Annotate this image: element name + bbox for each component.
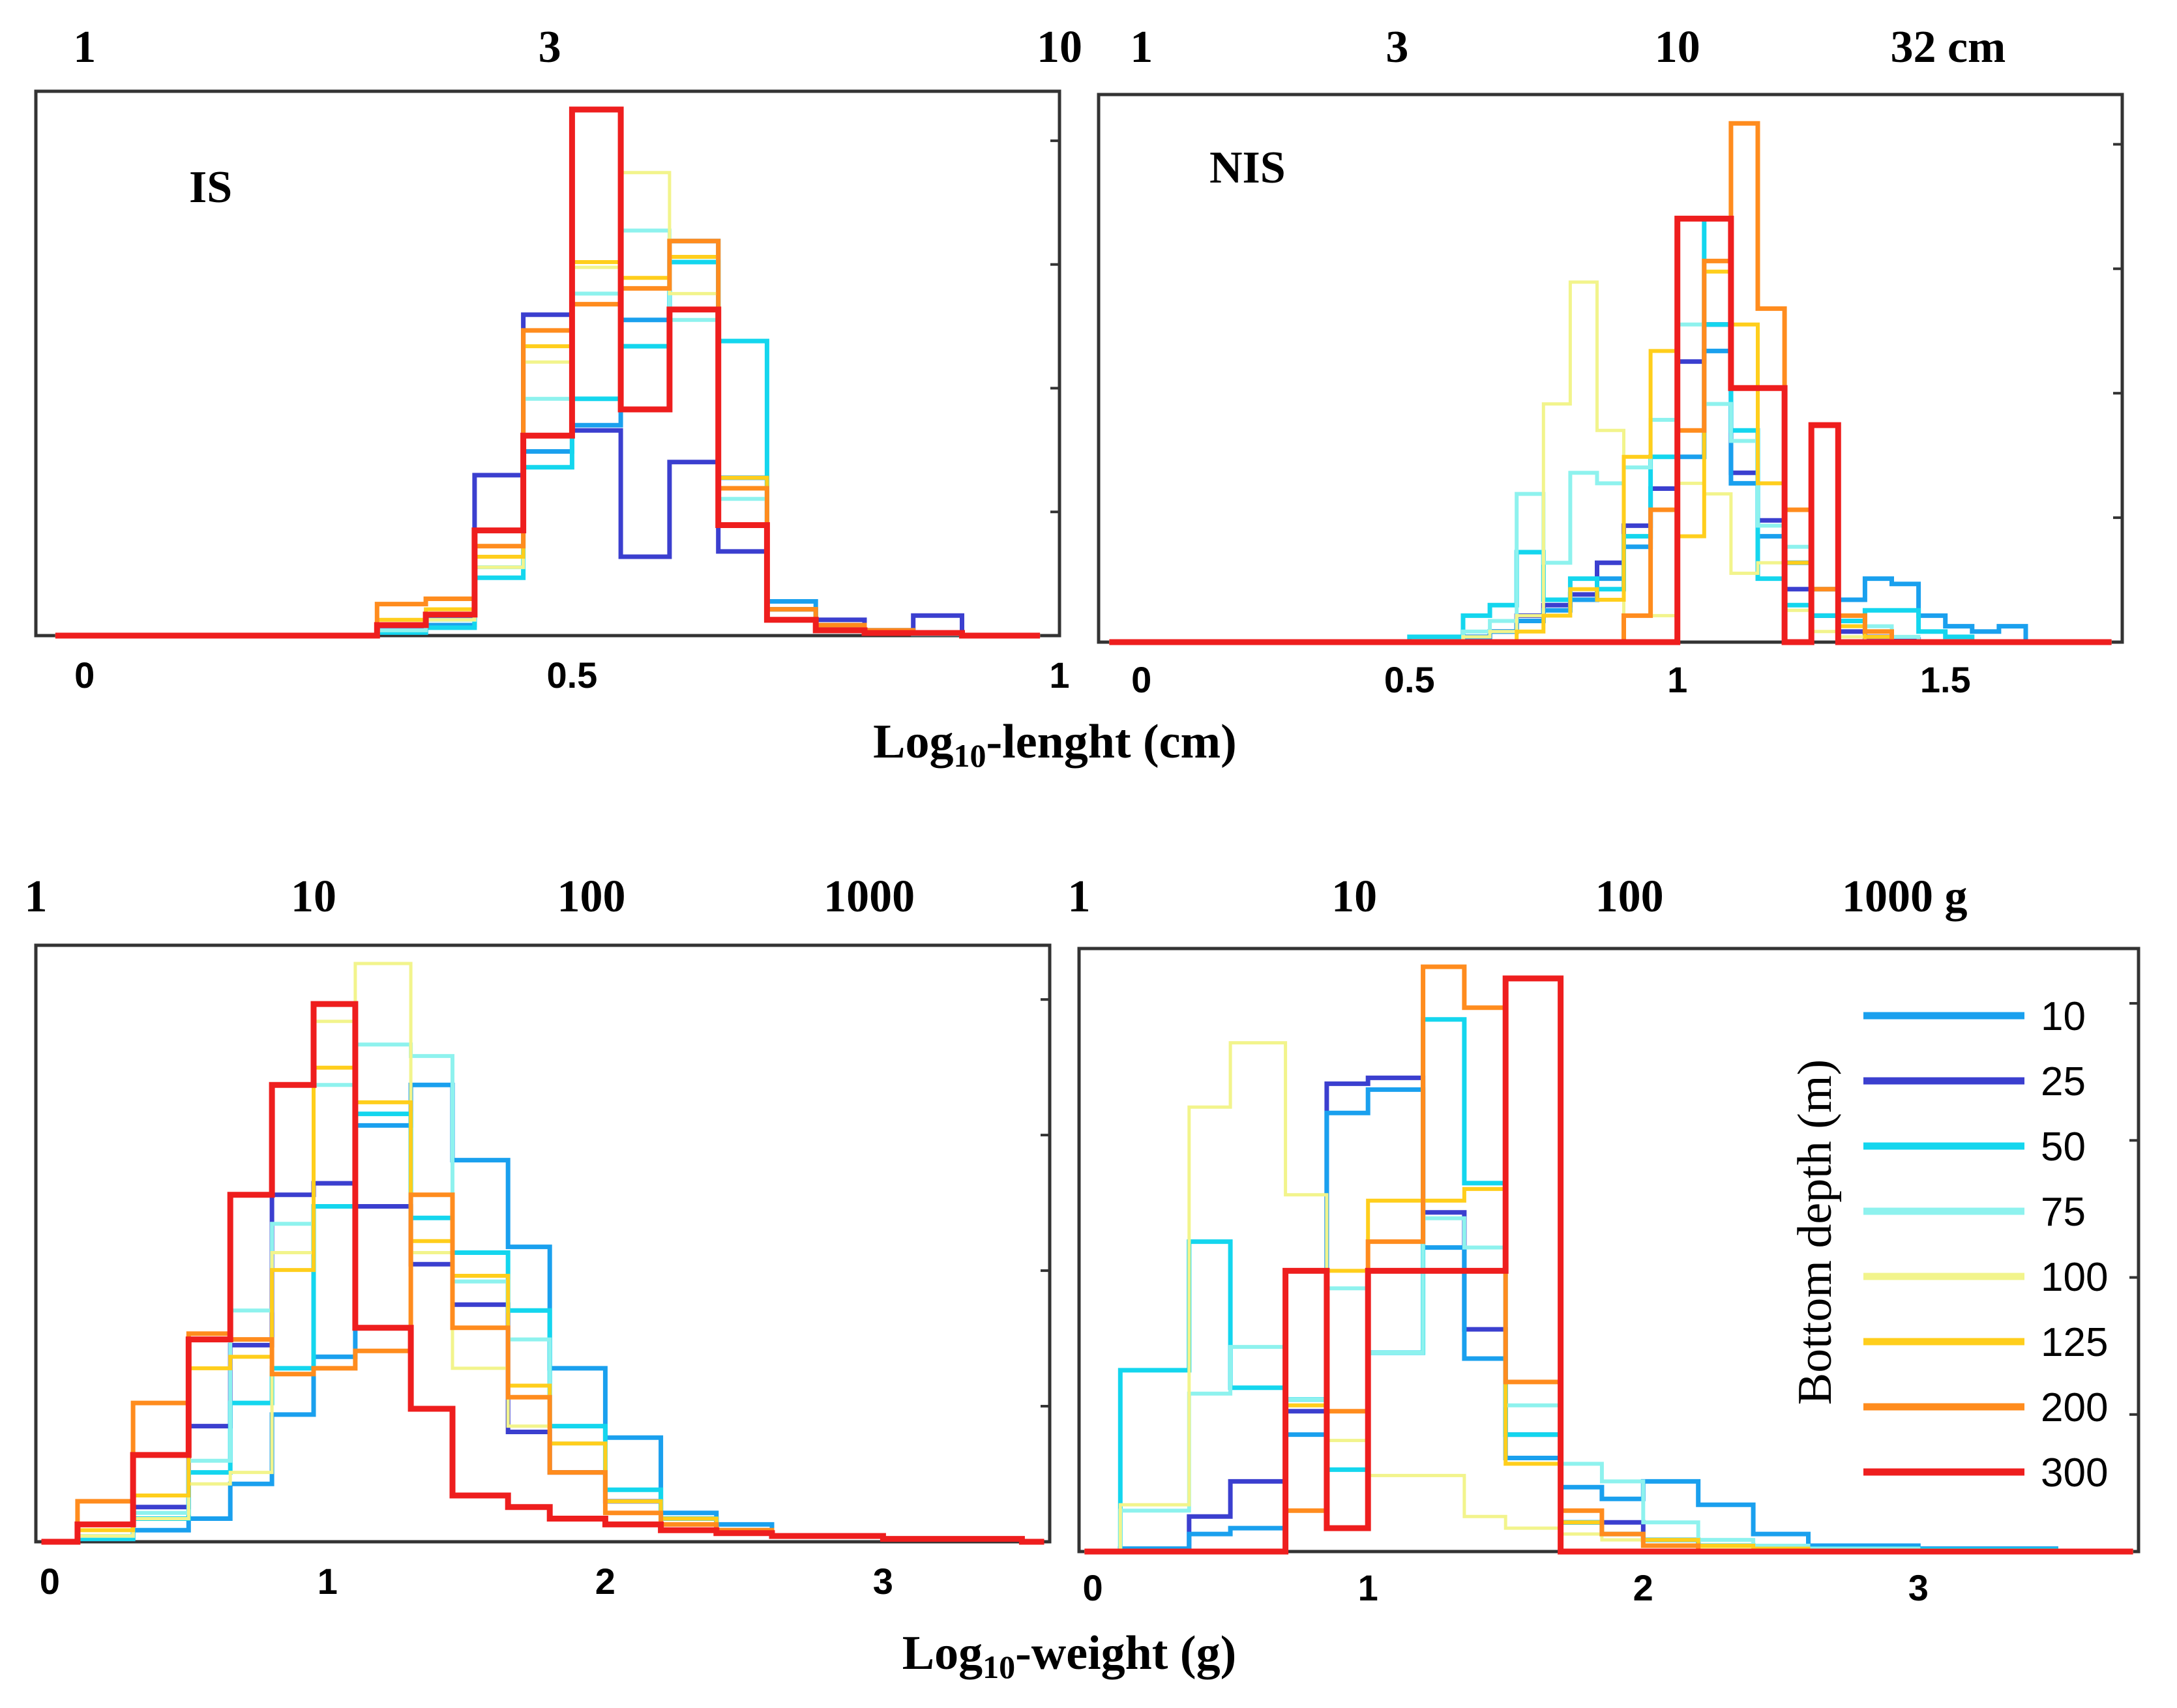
legend-label: 200 <box>2041 1385 2108 1430</box>
bottom-tick-label: 3 <box>873 1561 893 1602</box>
series-line-10 <box>1109 348 2112 645</box>
series-line-25 <box>41 1181 1044 1544</box>
legend-title: Bottom depth (m) <box>1788 1059 1842 1405</box>
bottom-tick-label: 2 <box>1633 1567 1653 1608</box>
top-tick-label: 1 <box>1130 22 1153 72</box>
bottom-tick-label: 0.5 <box>1384 659 1435 700</box>
bottom-tick-label: 2 <box>595 1561 615 1602</box>
top-tick-label: 3 <box>1385 22 1408 72</box>
panel-nis_length: 0 0.5 1 1.5 1 3 10 32 cm NIS <box>1097 22 2124 700</box>
bottom-tick-label: 0.5 <box>546 655 597 696</box>
top-tick-label: 3 <box>539 22 561 72</box>
series-line-200 <box>1084 964 2133 1554</box>
panel-is_weight: 0 1 2 3 1 10 100 1000 <box>25 872 1052 1602</box>
top-tick-label: 10 <box>1331 872 1377 922</box>
series-line-300 <box>41 1001 1044 1545</box>
top-tick-label: 100 <box>557 872 626 922</box>
series-line-50 <box>55 259 1041 638</box>
bottom-tick-label: 1 <box>1358 1567 1378 1608</box>
legend-label: 125 <box>2041 1320 2108 1365</box>
legend-entry-300: 300 <box>1863 1450 2108 1495</box>
axes-frame <box>34 943 1052 1544</box>
series-line-75 <box>41 1042 1044 1544</box>
series-line-50 <box>41 1112 1044 1544</box>
legend-entry-100: 100 <box>1863 1255 2108 1300</box>
legend: Bottom depth (m) 10 25 50 75 100 125 200 300 <box>1788 994 2108 1495</box>
bottom-tick-label: 0 <box>1131 659 1151 700</box>
series-line-100 <box>55 171 1041 638</box>
top-tick-label: 1 <box>73 22 96 72</box>
legend-label: 50 <box>2041 1125 2086 1170</box>
panel-label: IS <box>189 162 232 213</box>
legend-entry-10: 10 <box>1863 994 2086 1039</box>
bottom-tick-label: 1.5 <box>1920 659 1971 700</box>
axes-frame <box>1077 947 2140 1553</box>
top-tick-label: 100 <box>1595 872 1664 922</box>
bottom-tick-label: 1 <box>1049 655 1069 696</box>
top-tick-label: 10 <box>1037 22 1082 72</box>
legend-label: 100 <box>2041 1255 2108 1300</box>
legend-label: 75 <box>2041 1190 2086 1235</box>
panel-nis_weight: 0 1 2 3 1 10 100 1000 g <box>1068 872 2140 1608</box>
series-line-75 <box>1084 1216 2133 1553</box>
legend-entry-75: 75 <box>1863 1190 2086 1235</box>
bottom-tick-label: 3 <box>1908 1567 1929 1608</box>
legend-entry-125: 125 <box>1863 1320 2108 1365</box>
legend-entry-50: 50 <box>1863 1125 2086 1170</box>
x-axis-title-weight: Log10-weight (g) <box>902 1627 1236 1685</box>
legend-entry-200: 200 <box>1863 1385 2108 1430</box>
legend-entry-25: 25 <box>1863 1059 2086 1104</box>
bottom-tick-label: 0 <box>1083 1567 1103 1608</box>
top-tick-label: 32 cm <box>1890 22 2006 72</box>
bottom-tick-label: 0 <box>40 1561 60 1602</box>
top-tick-label: 1000 g <box>1842 872 1968 922</box>
legend-label: 300 <box>2041 1450 2108 1495</box>
legend-label: 25 <box>2041 1059 2086 1104</box>
panel-is_length: 0 0.5 1 1 3 10 IS <box>34 22 1082 696</box>
bottom-tick-label: 0 <box>74 655 95 696</box>
bottom-tick-label: 1 <box>1667 659 1687 700</box>
top-tick-label: 1 <box>1068 872 1091 922</box>
top-tick-label: 10 <box>291 872 336 922</box>
axes-frame <box>34 89 1061 638</box>
series-line-75 <box>1109 322 2112 644</box>
legend-label: 10 <box>2041 994 2086 1039</box>
top-tick-label: 1000 <box>823 872 915 922</box>
panel-label: NIS <box>1209 143 1286 193</box>
top-tick-label: 10 <box>1655 22 1700 72</box>
series-line-100 <box>41 962 1044 1544</box>
series-line-125 <box>1109 269 2112 644</box>
series-line-300 <box>55 106 1041 639</box>
bottom-tick-label: 1 <box>318 1561 338 1602</box>
series-line-300 <box>1109 215 2112 645</box>
top-tick-label: 1 <box>25 872 48 922</box>
x-axis-title-length: Log10-lenght (cm) <box>873 715 1237 774</box>
legend-entries: 10 25 50 75 100 125 200 300 <box>1863 994 2108 1495</box>
series-line-300 <box>1084 975 2133 1555</box>
